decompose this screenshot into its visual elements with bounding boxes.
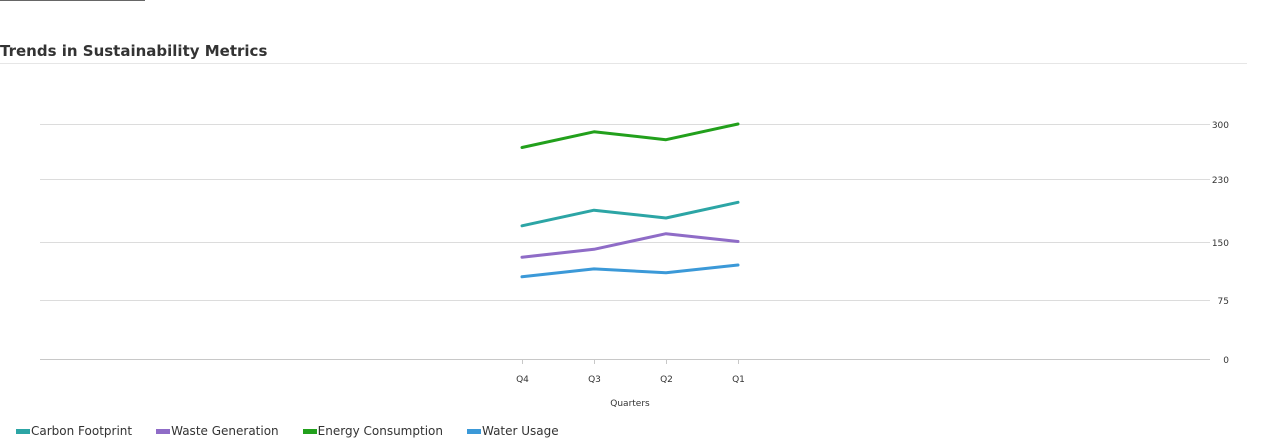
legend-item[interactable]: Waste Generation xyxy=(156,424,279,438)
legend-label: Carbon Footprint xyxy=(31,424,133,438)
y-tick-label: 0 xyxy=(1223,356,1229,366)
legend-swatch xyxy=(302,428,317,434)
legend-item[interactable]: Energy Consumption xyxy=(302,424,443,438)
title-divider xyxy=(0,63,1247,64)
legend-item[interactable]: Water Usage xyxy=(466,424,559,438)
y-tick-label: 75 xyxy=(1218,297,1229,307)
x-tick-label: Q2 xyxy=(660,375,673,385)
chart-title: Trends in Sustainability Metrics xyxy=(0,42,268,60)
y-tick-label: 230 xyxy=(1212,176,1229,186)
series-line-energy-consumption xyxy=(520,122,740,149)
legend-item[interactable]: Carbon Footprint xyxy=(16,424,132,438)
legend-label: Waste Generation xyxy=(171,424,279,438)
top-divider xyxy=(0,0,145,1)
x-tick-label: Q4 xyxy=(516,375,529,385)
y-tick-label: 300 xyxy=(1212,121,1229,131)
legend-swatch xyxy=(16,428,30,434)
chart-legend: Carbon Footprint Waste Generation Energy C… xyxy=(16,422,583,440)
x-tick-label: Q3 xyxy=(588,375,601,385)
series-line-carbon-footprint xyxy=(520,200,740,228)
y-tick-label: 150 xyxy=(1212,239,1229,249)
x-axis-title: Quarters xyxy=(610,399,650,409)
legend-swatch xyxy=(466,428,481,434)
series-line-waste-generation xyxy=(520,232,740,259)
x-tick-label: Q1 xyxy=(732,375,745,385)
legend-label: Energy Consumption xyxy=(317,424,443,438)
series-line-water-usage xyxy=(520,263,740,279)
legend-swatch xyxy=(156,428,171,434)
legend-label: Water Usage xyxy=(481,424,559,438)
